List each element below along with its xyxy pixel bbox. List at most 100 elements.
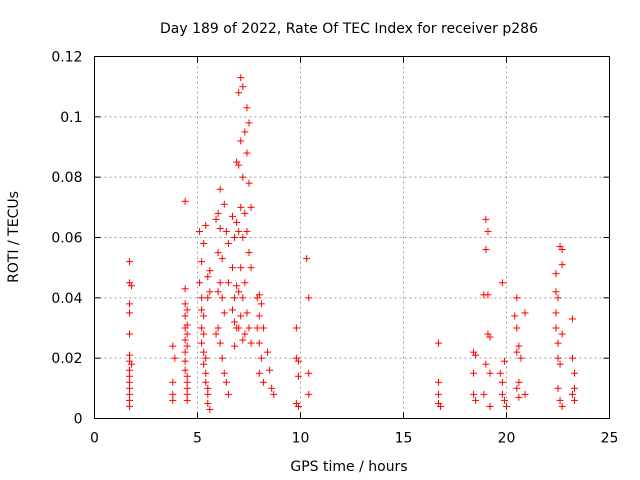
data-point — [482, 360, 490, 368]
data-point — [235, 288, 243, 296]
data-point — [247, 264, 255, 272]
data-point — [181, 197, 189, 205]
x-axis-label: GPS time / hours — [290, 459, 407, 475]
x-tick-label: 20 — [498, 431, 516, 447]
data-point — [255, 369, 263, 377]
data-point — [126, 366, 134, 374]
data-point — [183, 306, 191, 314]
data-point — [484, 227, 492, 235]
data-point — [513, 324, 521, 332]
data-point — [214, 288, 222, 296]
y-tick-label: 0.1 — [60, 110, 82, 126]
y-tick-label: 0 — [74, 412, 83, 428]
data-point — [243, 104, 251, 112]
data-point — [570, 369, 578, 377]
data-point — [235, 227, 243, 235]
data-point — [237, 312, 245, 320]
data-point — [214, 324, 222, 332]
data-point — [216, 224, 224, 232]
data-point — [206, 288, 214, 296]
plot-frame — [94, 56, 610, 419]
data-point — [498, 279, 506, 287]
data-point — [181, 366, 189, 374]
data-point — [183, 330, 191, 338]
data-point — [220, 369, 228, 377]
data-point — [484, 291, 492, 299]
y-tick-label: 0.08 — [51, 170, 82, 186]
data-point — [231, 318, 239, 326]
data-point — [196, 279, 204, 287]
data-point — [171, 354, 179, 362]
x-tick-label: 15 — [395, 431, 413, 447]
data-point — [126, 351, 134, 359]
data-point — [206, 405, 214, 413]
x-tick-label: 0 — [90, 431, 99, 447]
data-point — [239, 336, 247, 344]
data-point — [202, 369, 210, 377]
data-point — [521, 309, 529, 317]
data-point — [181, 312, 189, 320]
data-point — [169, 342, 177, 350]
x-tick-label: 25 — [601, 431, 619, 447]
y-axis-label: ROTI / TECUs — [6, 191, 22, 283]
y-tick-label: 0.04 — [51, 291, 82, 307]
data-point — [169, 390, 177, 398]
data-point — [255, 291, 263, 299]
data-point — [237, 203, 245, 211]
data-point — [558, 330, 566, 338]
data-point — [229, 306, 237, 314]
data-point — [239, 173, 247, 181]
data-point — [511, 312, 519, 320]
data-point — [570, 384, 578, 392]
data-point — [198, 324, 206, 332]
chart-title: Day 189 of 2022, Rate Of TEC Index for r… — [160, 21, 538, 37]
data-point — [247, 203, 255, 211]
data-point — [218, 294, 226, 302]
data-point — [515, 393, 523, 401]
data-point — [486, 402, 494, 410]
data-point — [257, 300, 265, 308]
data-point — [558, 261, 566, 269]
data-point — [126, 372, 134, 380]
data-point — [204, 273, 212, 281]
data-point — [500, 357, 508, 365]
data-point — [235, 324, 243, 332]
data-point — [243, 227, 251, 235]
data-point — [198, 258, 206, 266]
data-point — [237, 137, 245, 145]
data-point — [556, 396, 564, 404]
data-point — [472, 351, 480, 359]
data-point — [200, 330, 208, 338]
data-point — [126, 396, 134, 404]
data-point — [200, 240, 208, 248]
data-point — [266, 366, 274, 374]
data-point — [196, 227, 204, 235]
data-point — [245, 324, 253, 332]
data-point — [169, 378, 177, 386]
data-point — [183, 342, 191, 350]
data-point — [513, 348, 521, 356]
data-point — [241, 279, 249, 287]
data-point — [204, 399, 212, 407]
data-point — [224, 279, 232, 287]
data-point — [245, 119, 253, 127]
data-point — [568, 354, 576, 362]
axis-ticks: 0 5 10 15 20 25 0 0.02 0.04 0.06 0.08 0.1 0.12 — [51, 50, 618, 447]
data-point — [241, 209, 249, 217]
data-point — [521, 390, 529, 398]
data-point — [554, 354, 562, 362]
data-point — [214, 249, 222, 257]
data-point — [224, 390, 232, 398]
data-point — [268, 384, 276, 392]
data-point — [216, 339, 224, 347]
data-point — [294, 357, 302, 365]
data-point — [126, 378, 134, 386]
x-tick-label: 5 — [193, 431, 202, 447]
data-point — [169, 396, 177, 404]
data-point — [222, 227, 230, 235]
data-point — [126, 300, 134, 308]
y-tick-label: 0.06 — [51, 231, 82, 247]
data-point — [568, 315, 576, 323]
data-point — [183, 372, 191, 380]
data-point — [470, 369, 478, 377]
